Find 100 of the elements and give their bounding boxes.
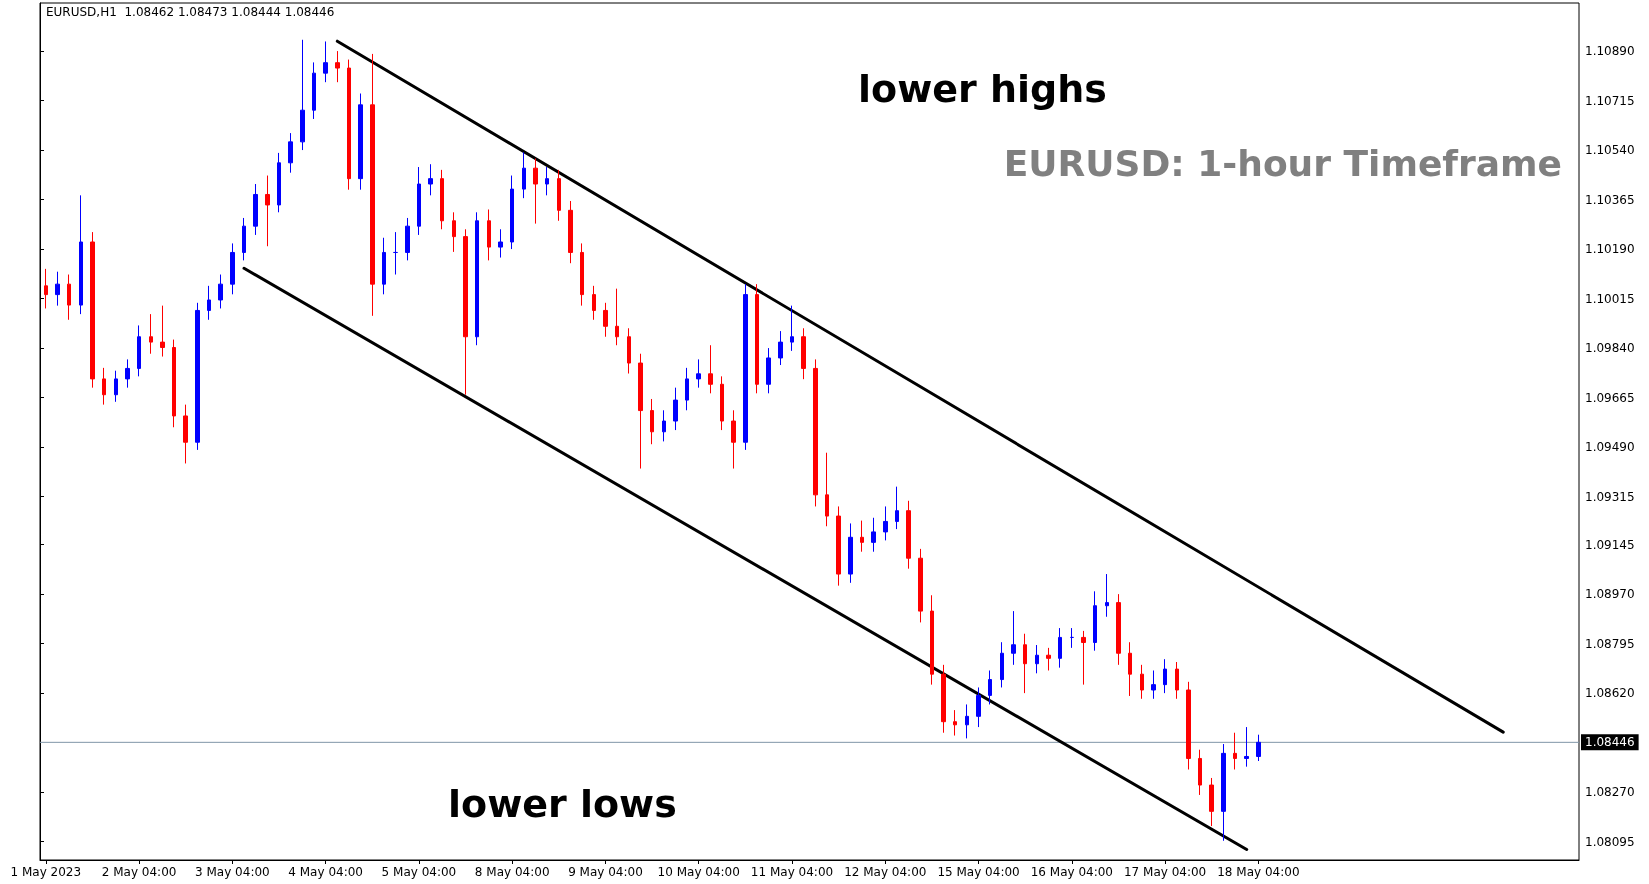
candlestick xyxy=(988,670,992,705)
candlestick xyxy=(417,166,421,236)
candlestick xyxy=(475,211,479,346)
candlestick xyxy=(673,387,678,431)
candlestick xyxy=(662,409,666,442)
y-tick-label: 1.09840 xyxy=(1585,341,1635,356)
candlestick xyxy=(1046,647,1051,671)
candlestick xyxy=(522,151,526,199)
y-tick-label: 1.10540 xyxy=(1585,143,1635,158)
candlestick xyxy=(393,231,398,276)
candlestick xyxy=(918,548,923,623)
y-tick-label: 1.08970 xyxy=(1585,587,1635,602)
candlestick xyxy=(218,274,223,309)
candlestick xyxy=(603,302,608,338)
candlestick xyxy=(510,175,514,250)
candlestick xyxy=(323,40,328,83)
candlestick xyxy=(1140,664,1144,700)
candlestick xyxy=(743,283,748,451)
candlestick xyxy=(976,686,981,728)
candlestick xyxy=(1116,593,1121,666)
candlestick xyxy=(568,200,573,264)
candlestick xyxy=(895,486,899,530)
candlestick xyxy=(55,271,60,307)
candlestick xyxy=(370,53,375,317)
x-tick-label: 10 May 04:00 xyxy=(657,865,740,879)
candlestick xyxy=(358,93,363,191)
annotation: EURUSD,H1 1.08462 1.08473 1.08444 1.08446 xyxy=(46,5,335,19)
candlestick xyxy=(731,409,736,470)
candlestick xyxy=(1035,644,1039,674)
candlestick xyxy=(848,522,853,584)
y-tick-label: 1.10190 xyxy=(1585,242,1635,257)
candlestick xyxy=(1058,627,1062,669)
candlestick xyxy=(452,211,456,253)
candlestick xyxy=(1163,658,1167,694)
candlestick xyxy=(825,452,829,527)
candlestick xyxy=(335,50,340,83)
candlestick xyxy=(941,664,946,734)
candlestick xyxy=(288,132,293,174)
candlestick xyxy=(778,330,783,366)
y-tick-label: 1.09315 xyxy=(1585,489,1635,504)
candlestick xyxy=(230,242,235,295)
candlestick xyxy=(347,59,351,191)
x-tick-label: 3 May 04:00 xyxy=(195,865,270,879)
candlestick xyxy=(498,228,503,259)
candlestick xyxy=(137,324,141,377)
text: EURUSD: 1-hour Timeframe xyxy=(1003,142,1562,184)
x-tick-label: 2 May 04:00 xyxy=(101,865,177,879)
candlestick xyxy=(149,313,153,355)
x-tick-label: 16 May 04:00 xyxy=(1030,865,1113,879)
candlestick xyxy=(1128,641,1132,697)
candlestick xyxy=(1011,610,1016,666)
candlestick xyxy=(1256,734,1261,762)
x-tick-label: 15 May 04:00 xyxy=(937,865,1020,879)
candlestick xyxy=(265,175,270,247)
candlestick xyxy=(487,208,491,261)
candlestick xyxy=(195,302,200,451)
y-tick-label: 1.10015 xyxy=(1585,291,1635,306)
y-tick-label: 1.10365 xyxy=(1585,192,1635,207)
candlestick xyxy=(1175,661,1179,700)
candlestick xyxy=(207,285,211,321)
candlestick xyxy=(708,344,713,394)
x-tick-label: 5 May 04:00 xyxy=(381,865,457,879)
candlestick xyxy=(766,347,771,394)
y-tick-label: 1.09145 xyxy=(1585,537,1635,552)
y-tick-label: 1.08270 xyxy=(1585,785,1635,800)
x-tick-label: 9 May 04:00 xyxy=(568,865,643,879)
candlestick xyxy=(813,358,818,507)
candlestick xyxy=(1151,670,1156,700)
candlestick xyxy=(1105,573,1109,618)
x-tick-label: 17 May 04:00 xyxy=(1123,865,1207,879)
candlestick xyxy=(102,367,106,406)
candlestick xyxy=(755,283,759,394)
y-tick-label: 1.10715 xyxy=(1585,93,1635,108)
candlestick xyxy=(592,285,596,321)
candlestick xyxy=(871,517,876,553)
candlestick xyxy=(79,194,83,315)
candlestick xyxy=(183,404,188,464)
candlestick xyxy=(696,358,701,389)
candlestick xyxy=(382,237,386,295)
candlestick xyxy=(242,217,246,261)
candlestick xyxy=(172,339,176,428)
annotation: lower highs xyxy=(858,67,1107,111)
candlestick xyxy=(160,305,165,358)
candlestick xyxy=(836,505,841,587)
candlestick xyxy=(1221,743,1226,842)
candlestick xyxy=(125,358,130,389)
candlestick xyxy=(1093,590,1097,652)
candlestick xyxy=(965,703,969,739)
candlestick xyxy=(312,61,316,120)
candlestick xyxy=(545,166,549,196)
candlestick xyxy=(253,183,258,236)
y-tick-label: 1.08620 xyxy=(1585,686,1635,701)
candlestick xyxy=(67,274,71,321)
candlestick xyxy=(930,594,934,686)
candlestick xyxy=(801,327,806,380)
x-tick-label: 4 May 04:00 xyxy=(288,865,363,879)
candlestick xyxy=(463,228,468,396)
candlestick xyxy=(1081,630,1086,686)
y-tick-label: 1.08795 xyxy=(1585,636,1635,651)
candlestick xyxy=(440,169,444,230)
